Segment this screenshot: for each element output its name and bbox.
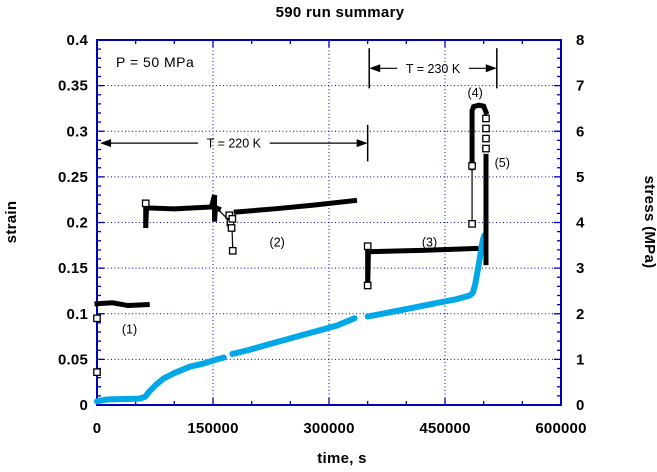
stress-marker-band — [365, 245, 479, 287]
right-tick-label: 8 — [576, 32, 585, 49]
arrowhead-left — [369, 64, 381, 73]
stress-open-marker — [482, 124, 490, 133]
stress-open-marker — [93, 368, 101, 377]
strain-curve — [364, 232, 488, 320]
right-tick-label: 0 — [576, 397, 585, 414]
stress-open-marker — [482, 134, 490, 143]
stress-open-marker — [228, 246, 237, 255]
right-tick-label: 4 — [576, 215, 585, 232]
temperature-span-arrows: T = 220 K T = 230 K — [100, 48, 498, 162]
left-tick-label: 0.1 — [67, 306, 88, 323]
arrowhead-right — [356, 139, 368, 148]
x-axis-title: time, s — [317, 450, 367, 467]
stress-open-marker — [482, 114, 490, 123]
right-tick-label: 6 — [576, 123, 585, 140]
right-tick-label: 5 — [576, 169, 585, 186]
segment-label: (1) — [122, 322, 137, 336]
pressure-annotation: P = 50 MPa — [116, 54, 194, 70]
right-axis-title: stress (MPa) — [641, 176, 657, 269]
temp-span-arrow: T = 220 K — [100, 124, 369, 162]
stress-open-marker — [363, 281, 372, 290]
strain-curve — [229, 315, 358, 357]
strain-curve — [94, 354, 227, 405]
temp-span-label: T = 220 K — [207, 137, 262, 151]
left-tick-label: 0.2 — [67, 215, 88, 232]
x-tick-label: 450000 — [419, 420, 470, 437]
segment-labels: (1) (2) (3) (4) (5) — [122, 86, 510, 336]
stress-marker-band — [94, 300, 150, 309]
left-axis-title: strain — [3, 201, 20, 244]
stress-marker-band — [233, 197, 358, 215]
stress-open-marker — [482, 144, 490, 153]
x-tick-label: 0 — [93, 420, 102, 437]
data-series — [93, 102, 490, 405]
segment-label: (4) — [468, 86, 483, 100]
arrowhead-right — [485, 64, 497, 73]
left-tick-labels: 0 0.05 0.1 0.15 0.2 0.25 0.3 0.35 0.4 — [58, 32, 88, 414]
chart-title: 590 run summary — [276, 4, 405, 21]
segment-label: (5) — [495, 156, 510, 170]
right-tick-label: 3 — [576, 260, 585, 277]
right-tick-label: 2 — [576, 306, 585, 323]
stress-open-marker — [363, 242, 372, 251]
right-tick-label: 7 — [576, 78, 585, 95]
temp-span-label: T = 230 K — [406, 62, 461, 76]
x-tick-labels: 0 150000 300000 450000 600000 — [93, 420, 587, 437]
stress-marker-band — [469, 102, 490, 171]
stress-open-marker — [468, 220, 476, 228]
right-tick-label: 1 — [576, 351, 585, 368]
stress-open-marker — [468, 162, 476, 170]
x-tick-label: 600000 — [535, 420, 586, 437]
temp-span-arrow: T = 230 K — [368, 48, 498, 89]
stress-open-marker — [141, 199, 150, 208]
segment-label: (3) — [422, 236, 437, 250]
stress-open-marker — [93, 314, 101, 323]
left-tick-label: 0.25 — [58, 169, 88, 186]
left-tick-label: 0 — [79, 397, 88, 414]
left-tick-label: 0.15 — [58, 260, 88, 277]
left-tick-label: 0.4 — [67, 32, 89, 49]
x-tick-label: 150000 — [187, 420, 238, 437]
stress-marker-band — [143, 194, 222, 229]
arrowhead-left — [100, 139, 112, 148]
stress-open-marker — [227, 224, 236, 232]
left-tick-label: 0.35 — [58, 78, 88, 95]
left-tick-label: 0.05 — [58, 351, 88, 368]
left-tick-label: 0.3 — [67, 123, 88, 140]
stress-open-marker — [228, 214, 237, 223]
plot-frame — [96, 39, 562, 406]
x-tick-label: 300000 — [303, 420, 354, 437]
right-tick-labels: 0 1 2 3 4 5 6 7 8 — [576, 32, 585, 414]
segment-label: (2) — [270, 236, 285, 250]
gridlines — [97, 40, 561, 405]
